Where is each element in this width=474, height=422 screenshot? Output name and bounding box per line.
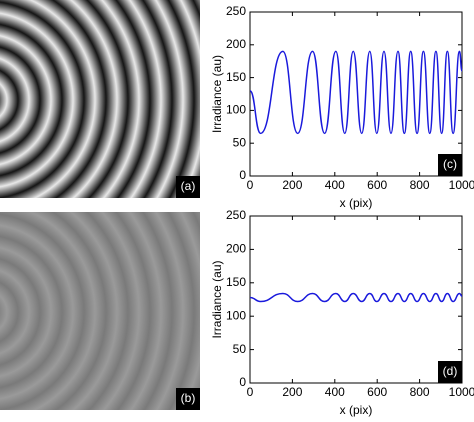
label-box bbox=[176, 388, 200, 410]
y-tick-label: 50 bbox=[233, 135, 247, 149]
annotation-box bbox=[438, 154, 462, 176]
x-tick-label: 200 bbox=[282, 178, 302, 192]
x-axis-label: x (pix) bbox=[340, 196, 373, 210]
x-tick-label: 0 bbox=[247, 178, 254, 192]
y-tick-label: 150 bbox=[226, 70, 246, 84]
y-tick-label: 150 bbox=[226, 275, 246, 289]
y-tick-label: 200 bbox=[226, 37, 246, 51]
y-tick-label: 0 bbox=[239, 375, 246, 389]
fringe-image bbox=[0, 0, 200, 198]
y-tick-label: 250 bbox=[226, 208, 246, 222]
y-tick-label: 50 bbox=[233, 342, 247, 356]
image-label: (a) bbox=[181, 179, 196, 193]
x-tick-label: 600 bbox=[367, 385, 387, 399]
x-tick-label: 1000 bbox=[449, 178, 474, 192]
x-tick-label: 400 bbox=[325, 385, 345, 399]
y-axis-label: Irradiance (au) bbox=[210, 55, 224, 133]
x-tick-label: 0 bbox=[247, 385, 254, 399]
x-tick-label: 200 bbox=[282, 385, 302, 399]
y-tick-label: 100 bbox=[226, 103, 246, 117]
fringe-image bbox=[0, 212, 200, 410]
data-line bbox=[249, 292, 463, 303]
annotation: (c) bbox=[443, 157, 457, 171]
x-tick-label: 600 bbox=[367, 178, 387, 192]
x-tick-label: 400 bbox=[325, 178, 345, 192]
annotation-box bbox=[438, 361, 462, 383]
y-tick-label: 100 bbox=[226, 308, 246, 322]
x-axis-label: x (pix) bbox=[340, 403, 373, 417]
label-box bbox=[176, 176, 200, 198]
y-axis-label: Irradiance (au) bbox=[210, 260, 224, 338]
y-tick-label: 250 bbox=[226, 4, 246, 18]
y-tick-label: 0 bbox=[239, 168, 246, 182]
y-tick-label: 200 bbox=[226, 242, 246, 256]
plot-frame bbox=[249, 11, 463, 177]
plot-frame bbox=[249, 215, 463, 384]
annotation: (d) bbox=[443, 364, 458, 378]
data-line bbox=[249, 50, 463, 135]
x-tick-label: 800 bbox=[410, 385, 430, 399]
x-tick-label: 1000 bbox=[449, 385, 474, 399]
image-label: (b) bbox=[181, 391, 196, 405]
x-tick-label: 800 bbox=[410, 178, 430, 192]
